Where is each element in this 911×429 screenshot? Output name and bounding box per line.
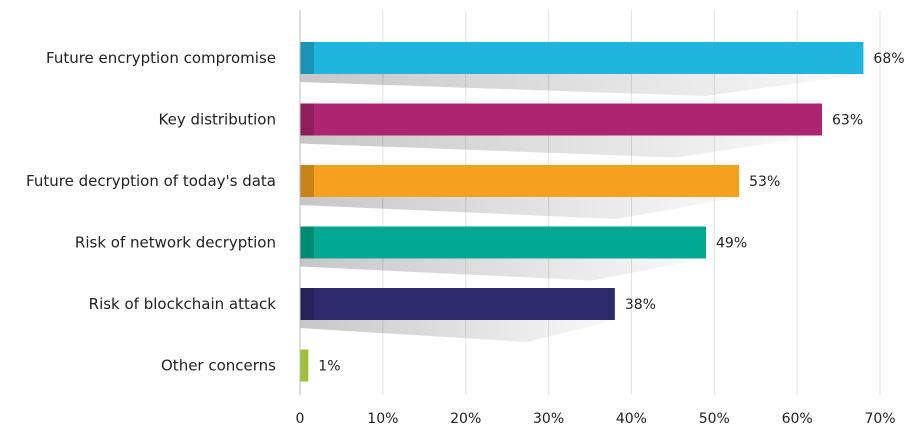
category-label: Other concerns	[161, 357, 276, 375]
x-tick-label: 0	[296, 411, 305, 427]
category-label: Future encryption compromise	[46, 49, 276, 67]
bar	[300, 349, 309, 382]
x-axis-tick-labels: 0 10% 20% 30% 40% 50% 60% 70%	[296, 411, 896, 427]
value-label: 38%	[625, 297, 656, 313]
bar-base	[300, 42, 314, 74]
category-label: Future decryption of today's data	[26, 172, 276, 190]
category-label: Risk of network decryption	[75, 234, 276, 252]
bar	[300, 288, 615, 320]
bar-base	[300, 103, 314, 136]
bar-shadow	[300, 197, 740, 219]
bar	[300, 42, 864, 74]
bar-base	[300, 288, 314, 320]
bar-shadow	[300, 320, 615, 342]
x-tick-label: 60%	[782, 411, 813, 427]
bar	[300, 103, 822, 136]
bar-base	[300, 226, 314, 259]
x-tick-label: 20%	[450, 411, 481, 427]
value-label: 1%	[318, 359, 340, 375]
x-tick-label: 40%	[616, 411, 647, 427]
category-label: Key distribution	[159, 111, 276, 129]
value-label: 49%	[716, 236, 747, 252]
x-tick-label: 70%	[864, 411, 895, 427]
x-tick-label: 10%	[367, 411, 398, 427]
x-tick-label: 30%	[533, 411, 564, 427]
bar	[300, 165, 740, 197]
value-label: 63%	[832, 113, 863, 129]
bar	[300, 226, 706, 259]
bar-shadow	[300, 135, 822, 158]
bar-shadow	[300, 74, 864, 96]
value-labels: 68% 63% 53% 49% 38% 1%	[318, 51, 904, 375]
x-tick-label: 50%	[699, 411, 730, 427]
value-label: 53%	[749, 174, 780, 190]
category-labels: Future encryption compromise Key distribu…	[26, 49, 276, 375]
bar-shadows	[300, 74, 864, 342]
category-label: Risk of blockchain attack	[89, 295, 277, 313]
value-label: 68%	[873, 51, 904, 67]
bar-base	[300, 165, 314, 197]
bars	[300, 42, 864, 382]
bar-shadow	[300, 258, 706, 281]
